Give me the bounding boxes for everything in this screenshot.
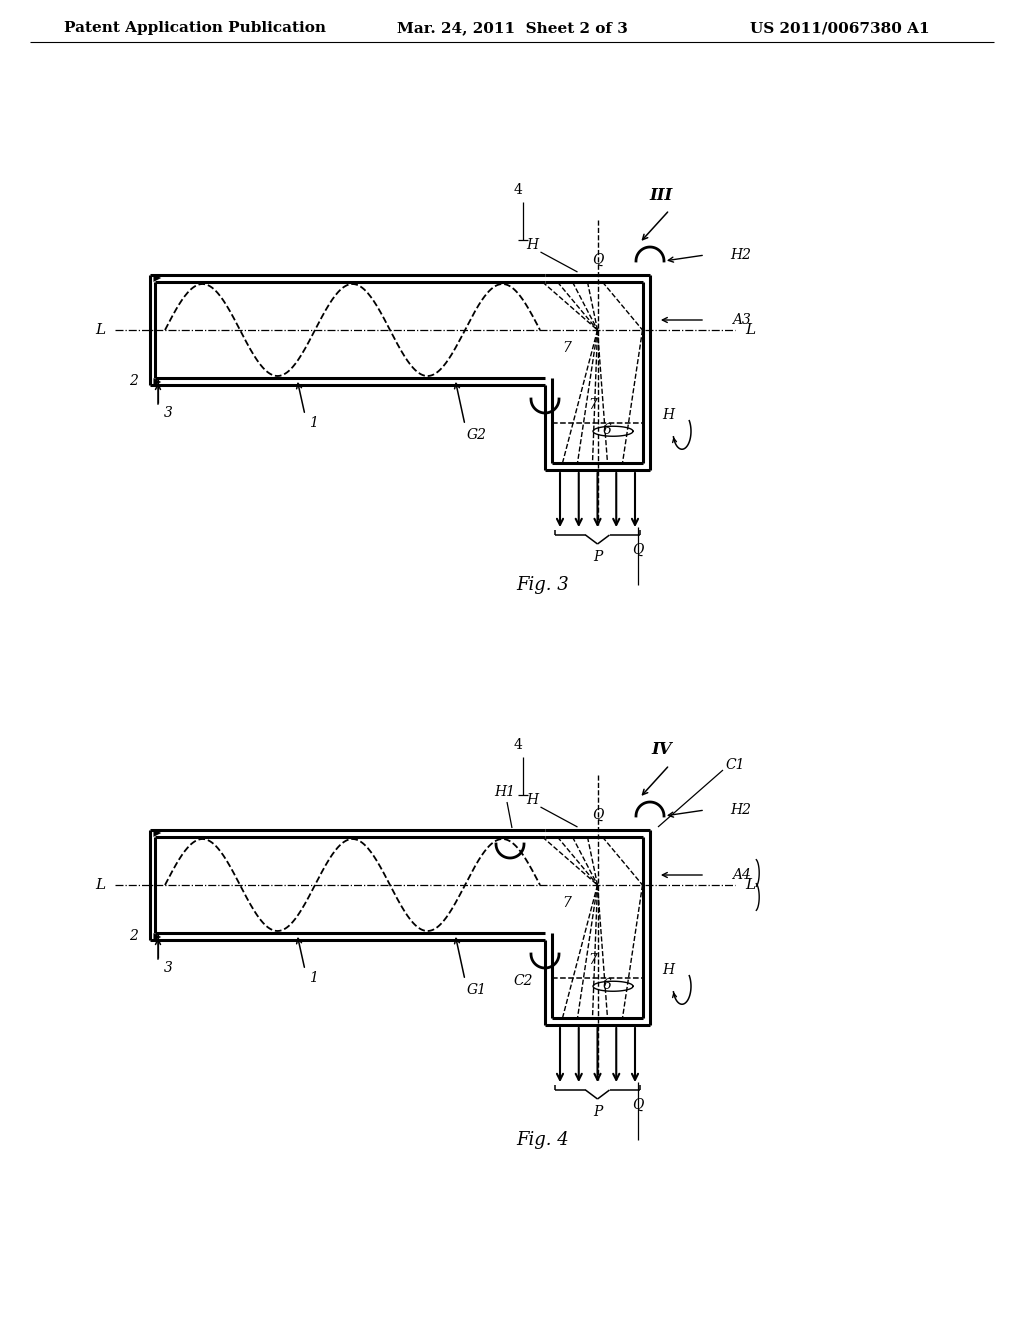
Text: 7: 7 [562,896,571,909]
Text: H: H [662,964,674,977]
Text: L: L [95,323,105,337]
Text: C1: C1 [725,758,744,772]
Text: Q: Q [632,543,643,557]
Text: 1: 1 [308,416,317,430]
Text: IV: IV [651,742,672,759]
Text: US 2011/0067380 A1: US 2011/0067380 A1 [751,21,930,36]
Text: A4: A4 [732,869,751,882]
Text: III: III [650,186,673,203]
Text: 3: 3 [164,407,172,420]
Text: P: P [593,1105,602,1119]
Text: 3: 3 [164,961,172,975]
Text: H: H [526,238,539,252]
Text: 2: 2 [129,374,138,388]
Text: A3: A3 [732,313,751,327]
Text: Q: Q [592,808,603,822]
Text: 6: 6 [602,978,611,993]
Text: P: P [593,550,602,564]
Text: H2: H2 [730,248,751,261]
Text: H1: H1 [495,785,515,799]
Text: Patent Application Publication: Patent Application Publication [63,21,326,36]
Text: 4: 4 [513,738,522,752]
Text: Q: Q [632,1098,643,1111]
Text: L: L [95,878,105,892]
Text: Mar. 24, 2011  Sheet 2 of 3: Mar. 24, 2011 Sheet 2 of 3 [396,21,628,36]
Text: H: H [662,408,674,422]
Text: L: L [744,878,755,892]
Text: Q: Q [592,253,603,267]
Text: Fig. 4: Fig. 4 [516,1131,569,1148]
Text: H2: H2 [730,803,751,817]
Text: 4: 4 [513,183,522,197]
Text: H: H [526,793,539,807]
Text: 1: 1 [308,972,317,985]
Text: 2: 2 [129,929,138,942]
Text: G1: G1 [467,983,487,997]
Text: 6: 6 [602,424,611,437]
Text: 7: 7 [588,953,597,968]
Text: 7: 7 [562,341,571,355]
Text: C2: C2 [513,974,534,989]
Text: Fig. 3: Fig. 3 [516,576,569,594]
Text: G2: G2 [467,428,487,442]
Text: L: L [744,323,755,337]
Text: 7: 7 [588,399,597,412]
